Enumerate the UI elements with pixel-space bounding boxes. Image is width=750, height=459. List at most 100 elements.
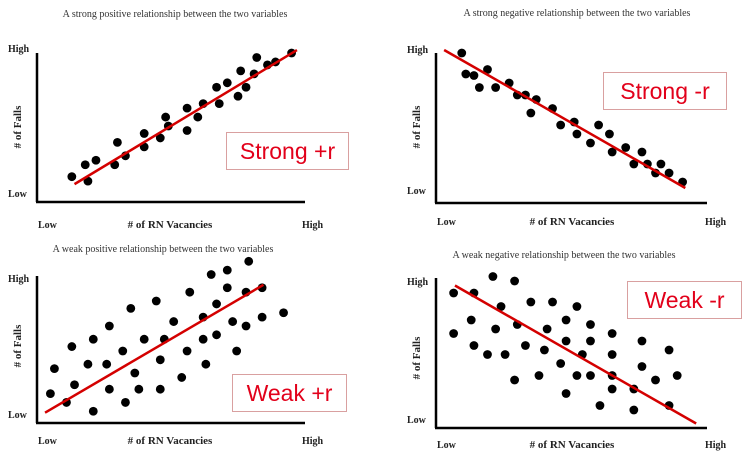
x-tick-low: Low bbox=[437, 217, 456, 228]
data-point bbox=[206, 270, 216, 279]
data-point bbox=[629, 159, 639, 169]
data-point bbox=[572, 371, 582, 380]
data-point bbox=[621, 143, 631, 152]
data-point bbox=[561, 315, 571, 325]
data-point bbox=[139, 334, 149, 344]
data-point bbox=[556, 120, 566, 130]
data-point bbox=[607, 329, 617, 338]
data-point bbox=[83, 176, 93, 186]
x-axis-label: # of RN Vacancies bbox=[529, 216, 615, 228]
y-tick-low: Low bbox=[407, 415, 426, 426]
x-tick-high: High bbox=[302, 436, 324, 447]
data-point bbox=[449, 329, 459, 338]
data-point bbox=[605, 129, 614, 139]
data-point bbox=[586, 138, 595, 148]
data-point bbox=[526, 297, 536, 307]
data-point bbox=[586, 336, 595, 346]
data-point bbox=[185, 287, 195, 297]
trendline bbox=[443, 48, 686, 190]
data-point bbox=[637, 147, 647, 157]
data-point bbox=[556, 359, 566, 368]
y-tick-low: Low bbox=[8, 189, 27, 200]
scatter-panel-4 bbox=[434, 272, 707, 430]
data-point bbox=[457, 48, 467, 58]
correlation-label: Weak +r bbox=[246, 379, 333, 406]
data-point bbox=[572, 302, 582, 311]
data-point bbox=[113, 138, 122, 147]
data-point bbox=[50, 364, 59, 374]
chart-title: A strong positive relationship between t… bbox=[62, 9, 288, 20]
data-point bbox=[491, 324, 501, 334]
data-point bbox=[496, 302, 506, 311]
data-point bbox=[151, 296, 161, 306]
data-point bbox=[88, 406, 98, 416]
data-point bbox=[155, 355, 165, 365]
data-point bbox=[70, 380, 79, 390]
data-point bbox=[637, 362, 647, 371]
trendline bbox=[73, 48, 298, 186]
data-point bbox=[483, 350, 492, 359]
scatter-panel-1 bbox=[35, 48, 305, 204]
y-axis-label: # of Falls bbox=[411, 105, 423, 149]
data-point bbox=[182, 346, 192, 356]
data-point bbox=[252, 53, 262, 62]
data-point bbox=[607, 147, 617, 157]
data-point bbox=[469, 71, 479, 80]
correlation-label: Strong -r bbox=[620, 77, 710, 104]
data-point bbox=[241, 321, 251, 331]
data-point bbox=[67, 172, 77, 182]
data-point bbox=[241, 82, 251, 92]
data-point bbox=[594, 120, 603, 130]
correlation-label-box: Strong +r bbox=[226, 132, 349, 170]
y-tick-high: High bbox=[8, 274, 30, 285]
x-tick-high: High bbox=[302, 220, 324, 231]
data-point bbox=[130, 368, 140, 378]
data-point bbox=[483, 65, 492, 74]
data-point bbox=[461, 69, 471, 79]
scatter-panel-2 bbox=[434, 48, 707, 205]
data-point bbox=[449, 288, 459, 298]
data-point bbox=[586, 320, 595, 329]
data-point bbox=[121, 398, 130, 407]
data-point bbox=[466, 315, 476, 325]
y-tick-low: Low bbox=[8, 410, 27, 421]
data-point bbox=[542, 324, 552, 334]
x-axis-label: # of RN Vacancies bbox=[529, 439, 615, 451]
data-point bbox=[651, 375, 660, 385]
data-point bbox=[193, 112, 203, 122]
data-point bbox=[169, 317, 179, 326]
data-point bbox=[664, 168, 674, 178]
data-point bbox=[474, 83, 484, 92]
x-tick-high: High bbox=[705, 440, 727, 451]
y-axis-label: # of Falls bbox=[411, 336, 423, 380]
data-point bbox=[586, 371, 595, 380]
x-tick-high: High bbox=[705, 217, 727, 228]
data-point bbox=[629, 405, 639, 415]
x-tick-low: Low bbox=[38, 220, 57, 231]
data-point bbox=[67, 342, 77, 351]
data-point bbox=[607, 350, 617, 359]
data-point bbox=[540, 345, 549, 355]
correlation-label-box: Weak -r bbox=[627, 281, 742, 319]
chart-title: A weak negative relationship between the… bbox=[452, 250, 676, 261]
data-point bbox=[139, 129, 149, 138]
data-point bbox=[279, 308, 288, 318]
data-point bbox=[664, 345, 674, 355]
data-point bbox=[510, 276, 519, 286]
y-tick-low: Low bbox=[407, 186, 426, 197]
data-point bbox=[222, 78, 232, 88]
correlation-label-box: Strong -r bbox=[603, 72, 727, 110]
data-point bbox=[104, 321, 114, 331]
data-point bbox=[155, 384, 165, 394]
data-point bbox=[500, 350, 510, 359]
data-point bbox=[214, 99, 224, 109]
data-point bbox=[595, 401, 605, 410]
x-axis-label: # of RN Vacancies bbox=[127, 219, 213, 231]
chart-title: A strong negative relationship between t… bbox=[463, 8, 691, 19]
data-point bbox=[228, 317, 238, 326]
data-point bbox=[118, 346, 128, 356]
data-point bbox=[212, 82, 221, 92]
data-point bbox=[80, 160, 90, 170]
data-point bbox=[534, 371, 544, 380]
